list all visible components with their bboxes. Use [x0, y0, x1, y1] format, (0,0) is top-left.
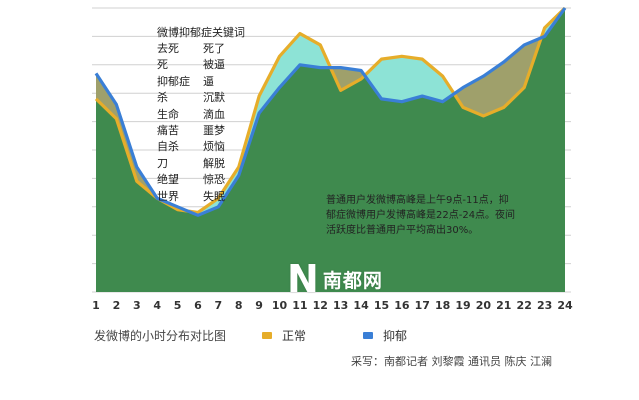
depressed-excess-area	[96, 73, 158, 199]
x-tick-label: 15	[374, 299, 389, 312]
annotation-note: 普通用户发微博高峰是上午9点-11点，抑郁症微博用户发博高峰是22点-24点。夜…	[326, 195, 516, 236]
keywords-list: 去死 死了死 被逼 抑郁症逼杀 沉默生命 滴血痛苦 噩梦自杀 烦恼刀 解脱绝望 惊恐世界 失眠	[157, 41, 263, 205]
keyword-6-1: 烦恼	[203, 140, 225, 154]
x-tick-label: 11	[292, 299, 307, 312]
keyword-2-0: 抑郁症	[157, 74, 190, 88]
keyword-0-0: 去死	[157, 42, 179, 55]
x-tick-label: 1	[92, 299, 100, 312]
common-area	[96, 8, 565, 292]
x-tick-label: 22	[517, 299, 532, 312]
legend-normal: 正常	[262, 327, 306, 344]
keyword-3-1: 沉默	[203, 91, 225, 105]
x-tick-label: 3	[133, 299, 141, 312]
legend-normal-label: 正常	[282, 329, 307, 343]
x-tick-label: 13	[333, 299, 348, 312]
credit-line: 采写：南都记者 刘黎霞 通讯员 陈庆 江澜	[351, 355, 552, 368]
keyword-7-0: 刀	[157, 156, 168, 170]
logo-text: 南都网	[322, 269, 383, 292]
keyword-4-0: 生命	[157, 107, 179, 121]
area-fills	[96, 8, 565, 292]
logo-mark: N	[287, 257, 319, 301]
x-tick-label: 9	[255, 299, 263, 312]
keyword-1-0: 死	[157, 58, 168, 72]
keyword-9-1: 失眠	[203, 189, 225, 203]
x-tick-label: 2	[113, 299, 121, 312]
keyword-7-1: 解脱	[203, 156, 225, 170]
x-tick-label: 24	[557, 299, 573, 312]
keyword-0-1: 死了	[203, 42, 225, 55]
depressed-excess-area	[454, 37, 542, 116]
x-tick-label: 7	[215, 299, 223, 312]
legend-depressed-swatch	[363, 332, 373, 339]
legend-depressed: 抑郁	[363, 327, 407, 344]
x-tick-label: 20	[476, 299, 492, 312]
keyword-9-0: 世界	[157, 189, 179, 203]
x-tick-label: 17	[415, 299, 430, 312]
x-tick-label: 12	[313, 299, 328, 312]
x-tick-label: 10	[272, 299, 288, 312]
keyword-2-1: 逼	[203, 74, 214, 88]
legend-normal-swatch	[262, 332, 272, 339]
x-tick-label: 8	[235, 299, 243, 312]
x-tick-label: 18	[435, 299, 450, 312]
x-tick-label: 16	[394, 299, 410, 312]
series-lines	[94, 6, 567, 217]
x-tick-label: 4	[153, 299, 161, 312]
x-tick-label: 19	[455, 299, 470, 312]
keyword-5-0: 痛苦	[157, 124, 179, 138]
x-tick-label: 5	[174, 299, 182, 312]
x-tick-label: 14	[353, 299, 369, 312]
keyword-8-1: 惊恐	[203, 173, 225, 187]
normal-excess-area	[187, 33, 331, 216]
keyword-5-1: 噩梦	[203, 124, 225, 138]
x-tick-label: 21	[496, 299, 511, 312]
chart-title: 发微博的小时分布对比图	[94, 329, 227, 343]
watermark-logo: N 南都网	[287, 257, 383, 301]
keyword-3-0: 杀	[157, 91, 168, 105]
series-line-depressed	[94, 7, 567, 217]
legend-depressed-label: 抑郁	[383, 329, 408, 343]
keywords-title: 微博抑郁症关键词	[157, 26, 245, 39]
keyword-4-1: 滴血	[203, 107, 225, 121]
keyword-1-1: 被逼	[203, 58, 225, 72]
x-tick-label: 23	[537, 299, 552, 312]
x-tick-labels: 1 2 3 4 5 6 7 8 9 10 11 12 13 14 15 16 17 18 19 20 21 22 23 24	[92, 299, 573, 312]
x-tick-label: 6	[194, 299, 202, 312]
keyword-8-0: 绝望	[157, 173, 179, 187]
keyword-6-0: 自杀	[157, 140, 179, 154]
